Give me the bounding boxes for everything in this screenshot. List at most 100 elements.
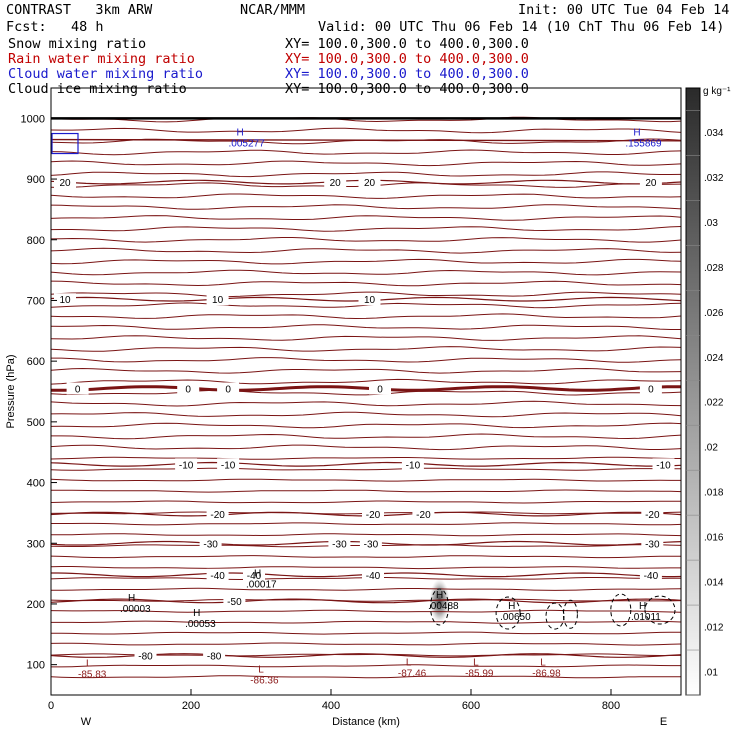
isotherm-line: [50, 204, 682, 210]
contour-label: -20: [645, 510, 660, 521]
isotherm-line: [50, 280, 682, 287]
y-tick-label: 900: [27, 174, 45, 186]
contour-label: 20: [59, 178, 71, 189]
isotherm-line: [50, 258, 682, 265]
y-tick-label: 500: [27, 417, 45, 429]
colorbar-tick-label: .032: [704, 173, 724, 184]
isotherm-line: [50, 642, 682, 646]
extremum-value: -86.36: [250, 676, 279, 687]
extremum-value: .155869: [625, 138, 662, 149]
east-label: E: [660, 716, 667, 728]
contour-label: 0: [185, 384, 191, 395]
isotherm-line: [50, 500, 682, 504]
extremum-value: .01011: [631, 612, 661, 623]
contour-label: 10: [364, 295, 376, 306]
colorbar-tick-label: .014: [704, 578, 724, 589]
colorbar-tick-label: .026: [704, 308, 724, 319]
extremum-value: -85.83: [78, 669, 107, 680]
y-tick-label: 200: [27, 599, 45, 611]
contour-label: -10: [656, 460, 671, 471]
colorbar: [685, 87, 701, 696]
cloud-ice-contour: [610, 593, 632, 627]
extremum-value: -85.99: [465, 668, 494, 679]
x-tick-label: 200: [182, 700, 200, 712]
isotherm-line: [50, 598, 682, 602]
isotherm-line: [51, 433, 682, 440]
extremum-value: .005277: [229, 138, 266, 149]
extremum-marker-L: L: [406, 657, 412, 668]
extremum-marker-H: H: [633, 127, 640, 138]
colorbar-tick-label: .028: [704, 263, 724, 274]
contour-label: -10: [221, 460, 236, 471]
temperature-contour--50: [50, 598, 682, 604]
isotherm-line: [50, 226, 682, 232]
contour-label: -30: [364, 539, 379, 550]
y-tick-label: 400: [27, 478, 45, 490]
isotherm-line: [50, 378, 682, 385]
extremum-value: .00053: [185, 619, 216, 630]
field-xy-cloud-water: XY= 100.0,300.0 to 400.0,300.0: [285, 66, 529, 82]
isotherm-line: [50, 313, 682, 320]
isotherm-line: [51, 587, 682, 591]
x-tick-label: 0: [48, 700, 54, 712]
contour-label: -50: [227, 597, 242, 608]
extremum-marker-H: H: [508, 601, 515, 612]
y-tick-label: 600: [27, 356, 45, 368]
y-tick-label: 100: [27, 660, 45, 672]
isotherm-line: [50, 160, 682, 167]
contour-label: -30: [203, 539, 218, 550]
y-axis-label: Pressure (hPa): [5, 355, 17, 429]
isotherm-line: [50, 411, 682, 418]
extremum-marker-H: H: [193, 608, 200, 619]
field-xy-rain: XY= 100.0,300.0 to 400.0,300.0: [285, 51, 529, 67]
colorbar-tick-label: .034: [704, 128, 724, 139]
isotherm-line: [50, 346, 682, 352]
isotherm-line: [50, 478, 681, 482]
isotherm-line: [51, 664, 681, 668]
extremum-marker-L: L: [540, 657, 546, 668]
contour-label: 10: [212, 295, 224, 306]
init-time: Init: 00 UTC Tue 04 Feb 14: [518, 2, 730, 18]
colorbar-tick-label: .02: [704, 443, 718, 454]
extremum-marker-L: L: [473, 657, 479, 668]
isotherm-line: [51, 522, 682, 526]
field-label-rain: Rain water mixing ratio: [8, 51, 195, 67]
isotherm-line: [50, 467, 681, 471]
cloud-ice-contour: [495, 596, 521, 630]
y-tick-label: 700: [27, 295, 45, 307]
x-axis-label: Distance (km): [332, 716, 400, 728]
contour-label: -30: [332, 539, 347, 550]
field-xy-snow: XY= 100.0,300.0 to 400.0,300.0: [285, 36, 529, 52]
org-title: NCAR/MMM: [240, 2, 306, 18]
isotherm-line: [50, 215, 682, 221]
isotherm-line: [50, 193, 682, 199]
cloud-water-contour: [51, 132, 79, 155]
isotherm-line: [50, 444, 682, 451]
contour-label: -80: [207, 652, 222, 663]
colorbar-tick-label: .012: [704, 623, 724, 634]
isotherm-line: [50, 400, 682, 407]
contour-label: -80: [138, 652, 153, 663]
isotherm-line: [50, 269, 682, 276]
cloud-ice-contour: [562, 599, 578, 629]
isotherm-line: [50, 489, 682, 493]
isotherm-line: [50, 335, 682, 341]
contour-label: 20: [364, 178, 376, 189]
extremum-marker-L: L: [86, 658, 92, 669]
isotherm-line: [50, 609, 682, 613]
contour-label: 0: [75, 384, 81, 395]
contour-label: -20: [366, 510, 381, 521]
isotherm-line: [50, 422, 682, 429]
west-label: W: [81, 716, 92, 728]
contour-label: -10: [406, 460, 421, 471]
isotherm-line: [50, 566, 681, 570]
contour-label: 0: [225, 384, 231, 395]
x-tick-label: 400: [322, 700, 340, 712]
extremum-marker-H: H: [237, 127, 244, 138]
isotherm-line: [51, 631, 681, 635]
model-title: CONTRAST 3km ARW: [6, 2, 153, 18]
x-tick-label: 800: [602, 700, 620, 712]
field-xy-cloud-ice: XY= 100.0,300.0 to 400.0,300.0: [285, 81, 529, 97]
isotherm-line: [50, 138, 682, 142]
